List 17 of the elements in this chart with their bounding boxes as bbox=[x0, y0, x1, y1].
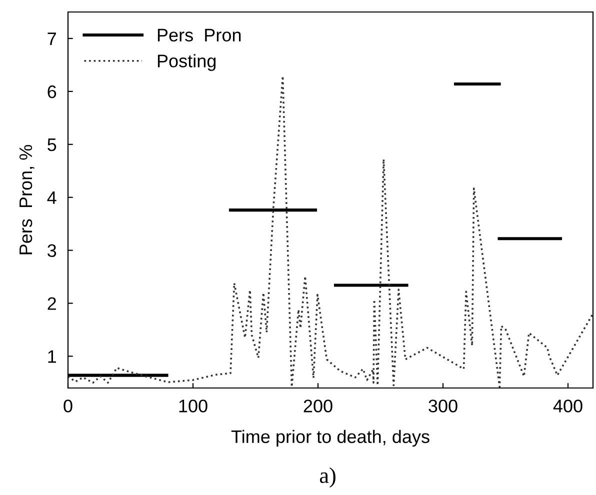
x-tick-label: 100 bbox=[179, 400, 208, 412]
x-tick-label: 400 bbox=[553, 400, 582, 412]
text: a) bbox=[320, 467, 336, 488]
legend-label: Pers Pron bbox=[158, 28, 241, 42]
legend-label: Posting bbox=[158, 54, 216, 71]
x-tick-label: 300 bbox=[428, 400, 458, 412]
y-axis-title: Pers Pron, % bbox=[19, 144, 34, 254]
y-tick-label: 7 bbox=[48, 32, 56, 46]
y-tick-label: 3 bbox=[48, 244, 56, 258]
x-tick-label: 200 bbox=[304, 400, 332, 412]
y-tick-label: 6 bbox=[48, 85, 56, 98]
y-tick-label: 2 bbox=[48, 297, 56, 310]
x-tick-label: 0 bbox=[64, 400, 72, 412]
y-tick-label: 5 bbox=[48, 138, 56, 152]
y-tick-label: 1 bbox=[48, 350, 56, 363]
x-axis-title: Time prior to death, days bbox=[231, 430, 430, 447]
y-tick-label: 4 bbox=[47, 191, 56, 204]
